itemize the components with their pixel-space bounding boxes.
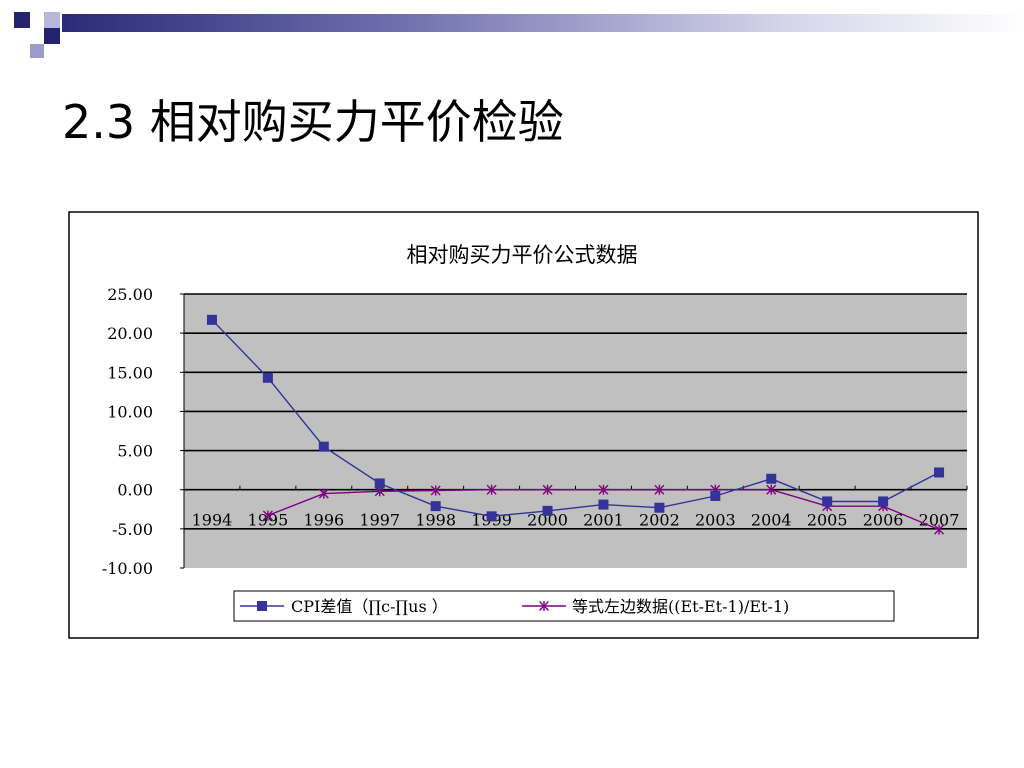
data-point	[430, 485, 441, 496]
y-tick-label: -5.00	[112, 520, 153, 539]
data-point	[262, 510, 273, 521]
series-line	[211, 319, 940, 518]
deco-square-light-2	[30, 44, 44, 58]
data-point	[598, 484, 609, 495]
data-point	[766, 484, 777, 495]
x-tick-label: 1998	[415, 511, 456, 530]
x-tick-label: 2003	[695, 511, 736, 530]
data-point	[934, 467, 945, 478]
y-axis: 25.00 20.00 15.00 10.00 5.00 0.00 -5.00 -10.00	[102, 285, 185, 578]
data-point	[486, 511, 497, 522]
plot-area	[184, 294, 967, 568]
data-point	[318, 488, 329, 499]
x-tick-label: 2004	[751, 511, 792, 530]
x-tick-label: 1996	[303, 511, 344, 530]
slide-title: 2.3 相对购买力平价检验	[62, 95, 564, 149]
x-tick-label: 1994	[192, 511, 233, 530]
data-point	[542, 505, 553, 516]
data-point	[374, 478, 385, 489]
data-point	[206, 314, 217, 325]
data-point	[539, 601, 549, 611]
data-point	[710, 490, 721, 501]
x-tick-label: 2000	[527, 511, 568, 530]
x-tick-label: 2005	[807, 511, 848, 530]
data-point	[430, 501, 441, 512]
series-cpi-diff	[206, 314, 945, 522]
legend-label: 等式左边数据((Et-Et-1)/Et-1)	[572, 597, 789, 616]
header-gradient-band	[62, 14, 1024, 32]
y-tick-label: 25.00	[107, 285, 153, 304]
data-point	[262, 372, 273, 383]
x-tick-label: 2006	[863, 511, 904, 530]
data-point	[654, 484, 665, 495]
data-point	[878, 496, 889, 507]
legend-label: CPI差值（∏c-∏us ）	[291, 597, 448, 616]
data-point	[318, 441, 329, 452]
y-tick-label: -10.00	[102, 559, 153, 578]
data-point	[822, 496, 833, 507]
y-tick-label: 10.00	[107, 402, 153, 421]
chart-title: 相对购买力平价公式数据	[407, 243, 638, 267]
y-tick-label: 0.00	[117, 481, 153, 500]
y-tick-label: 15.00	[107, 363, 153, 382]
legend: CPI差值（∏c-∏us ） 等式左边数据((Et-Et-1)/Et-1)	[233, 590, 895, 622]
series-layer	[206, 314, 945, 535]
data-point	[598, 499, 609, 510]
data-point	[766, 473, 777, 484]
deco-square-light	[44, 12, 60, 28]
data-point	[257, 601, 267, 611]
y-tick-label: 5.00	[117, 442, 153, 461]
deco-square-navy	[14, 12, 30, 28]
y-tick-label: 20.00	[107, 324, 153, 343]
x-tick-label: 1997	[359, 511, 400, 530]
x-tick-label: 2002	[639, 511, 680, 530]
data-point	[542, 484, 553, 495]
x-tick-label: 2001	[583, 511, 624, 530]
data-point	[934, 524, 945, 535]
corner-decoration	[14, 12, 1024, 58]
data-point	[486, 484, 497, 495]
deco-square-navy-2	[44, 28, 60, 44]
data-point	[654, 502, 665, 513]
